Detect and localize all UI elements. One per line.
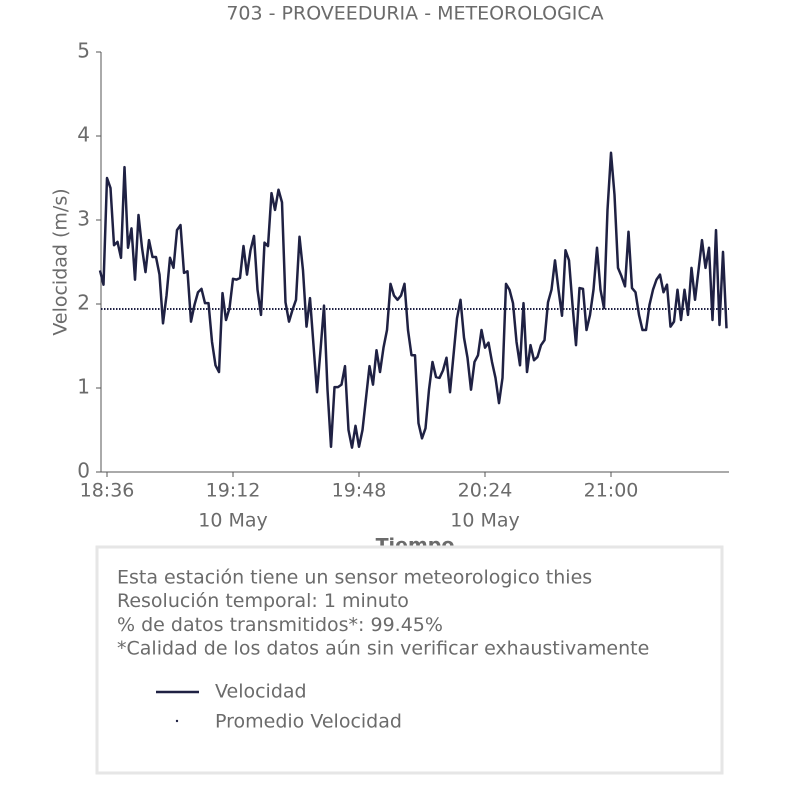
y-tick-label: 0 <box>77 459 90 483</box>
x-tick-label: 21:00 <box>584 480 639 502</box>
y-axis-label: Velocidad (m/s) <box>50 188 72 335</box>
legend-dot <box>175 719 179 723</box>
y-tick-label: 5 <box>77 39 90 63</box>
x-tick-date: 10 May <box>450 510 520 532</box>
chart-title: 703 - PROVEEDURIA - METEOROLOGICA <box>226 3 603 25</box>
data-line <box>98 151 728 449</box>
note-line: % de datos transmitidos*: 99.45% <box>117 614 443 636</box>
x-tick-label: 18:36 <box>80 480 135 502</box>
note-line: Resolución temporal: 1 minuto <box>117 590 409 612</box>
x-tick-label: 19:12 <box>206 480 261 502</box>
info-box <box>95 545 724 775</box>
x-tick-label: 19:48 <box>332 480 387 502</box>
y-tick-label: 2 <box>77 291 90 315</box>
y-tick-label: 1 <box>77 375 90 399</box>
legend-label: Promedio Velocidad <box>215 711 402 733</box>
x-tick-date: 10 May <box>198 510 268 532</box>
legend-label: Velocidad <box>215 681 307 703</box>
x-tick-label: 20:24 <box>458 480 513 502</box>
note-line: *Calidad de los datos aún sin verificar … <box>117 638 649 660</box>
note-line: Esta estación tiene un sensor meteorolog… <box>117 567 592 589</box>
y-tick-label: 3 <box>77 207 90 231</box>
y-tick-label: 4 <box>77 123 90 147</box>
notes: Esta estación tiene un sensor meteorolog… <box>117 567 649 660</box>
